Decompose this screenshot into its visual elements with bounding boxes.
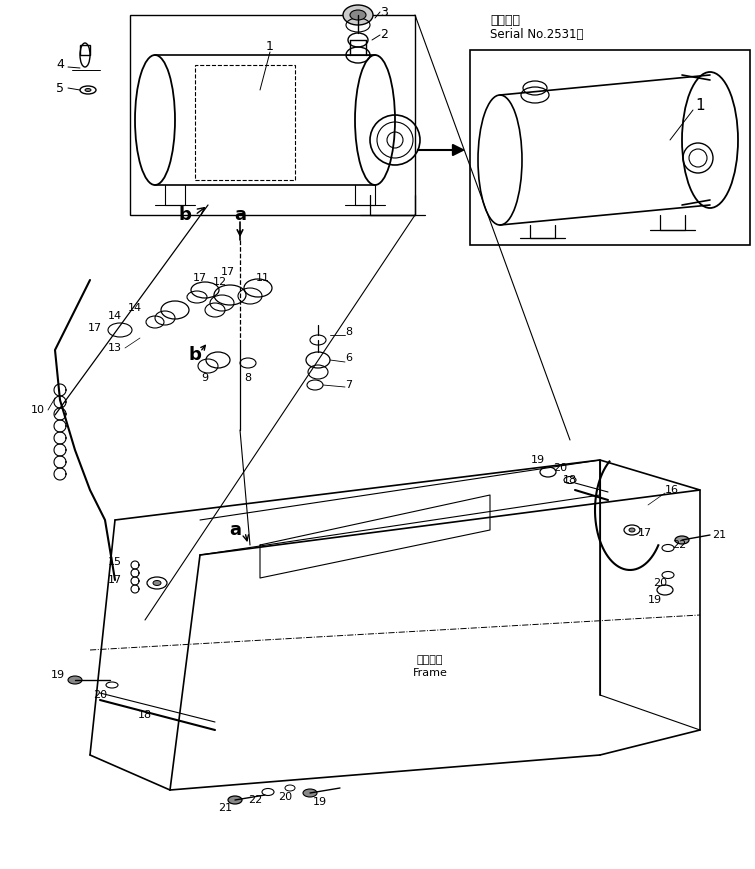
Text: 21: 21 bbox=[712, 530, 726, 540]
Text: 適用号機: 適用号機 bbox=[490, 14, 520, 26]
Ellipse shape bbox=[68, 676, 82, 684]
Text: 19: 19 bbox=[313, 797, 327, 807]
Text: 14: 14 bbox=[108, 311, 122, 321]
Ellipse shape bbox=[153, 580, 161, 586]
Text: 8: 8 bbox=[245, 373, 251, 383]
Text: 20: 20 bbox=[93, 690, 107, 700]
Text: b: b bbox=[189, 346, 202, 364]
Text: a: a bbox=[234, 206, 246, 224]
Ellipse shape bbox=[303, 789, 317, 797]
Text: 4: 4 bbox=[56, 58, 64, 71]
Text: Serial No.2531～: Serial No.2531～ bbox=[490, 29, 584, 42]
Ellipse shape bbox=[85, 89, 91, 91]
Ellipse shape bbox=[629, 528, 635, 532]
Text: 19: 19 bbox=[51, 670, 65, 680]
Ellipse shape bbox=[350, 10, 366, 20]
Text: 20: 20 bbox=[553, 463, 567, 473]
Text: 1: 1 bbox=[695, 97, 704, 112]
Text: 5: 5 bbox=[56, 82, 64, 95]
Text: 17: 17 bbox=[88, 323, 102, 333]
Text: 17: 17 bbox=[638, 528, 652, 538]
Text: b: b bbox=[179, 206, 192, 224]
Text: 20: 20 bbox=[653, 578, 667, 588]
Text: 19: 19 bbox=[648, 595, 662, 605]
Ellipse shape bbox=[228, 796, 242, 804]
Text: 22: 22 bbox=[672, 540, 686, 550]
Text: 6: 6 bbox=[345, 353, 352, 363]
Text: 7: 7 bbox=[345, 380, 352, 390]
Text: 11: 11 bbox=[256, 273, 270, 283]
Text: 9: 9 bbox=[202, 373, 208, 383]
Text: 18: 18 bbox=[563, 475, 577, 485]
Text: 3: 3 bbox=[380, 5, 388, 18]
Text: 14: 14 bbox=[128, 303, 142, 313]
Text: 1: 1 bbox=[266, 41, 274, 54]
Text: Frame: Frame bbox=[412, 668, 448, 678]
Text: 21: 21 bbox=[218, 803, 232, 813]
Text: 12: 12 bbox=[213, 277, 227, 287]
Text: 17: 17 bbox=[221, 267, 235, 277]
Text: 16: 16 bbox=[665, 485, 679, 495]
Text: 13: 13 bbox=[108, 343, 122, 353]
Text: 20: 20 bbox=[278, 792, 292, 802]
Text: 2: 2 bbox=[380, 29, 388, 42]
Text: 19: 19 bbox=[531, 455, 545, 465]
Text: 17: 17 bbox=[108, 575, 122, 585]
Text: 10: 10 bbox=[31, 405, 45, 415]
Ellipse shape bbox=[675, 536, 689, 544]
Text: a: a bbox=[229, 521, 241, 539]
Text: 18: 18 bbox=[138, 710, 152, 720]
Text: 8: 8 bbox=[345, 327, 352, 337]
Text: 17: 17 bbox=[193, 273, 207, 283]
Ellipse shape bbox=[343, 5, 373, 25]
Text: フレーム: フレーム bbox=[417, 655, 443, 665]
Text: 15: 15 bbox=[108, 557, 122, 567]
Text: 22: 22 bbox=[248, 795, 262, 805]
